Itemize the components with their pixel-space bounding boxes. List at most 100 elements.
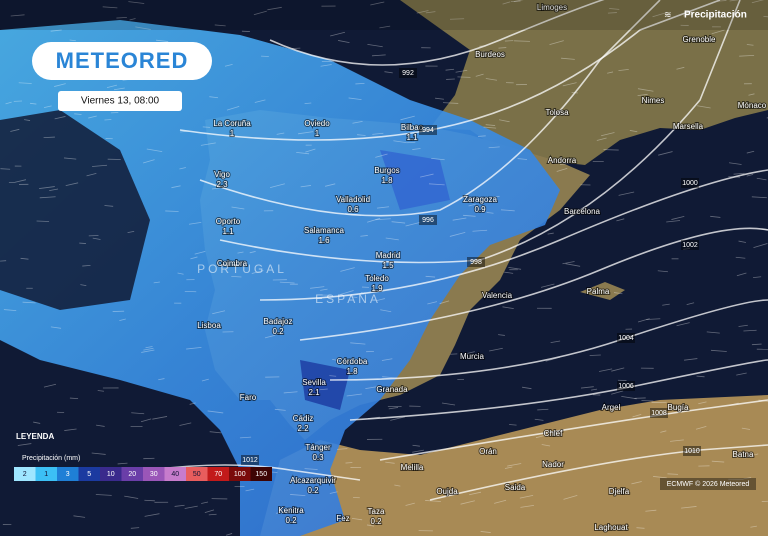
city-name: Oviedo <box>304 119 330 128</box>
credit: ECMWF © 2026 Meteored <box>667 480 750 488</box>
legend-label: 70 <box>214 471 222 478</box>
wind-streak <box>641 400 653 401</box>
place-name: Batna <box>733 450 754 459</box>
wind-streak <box>590 355 601 356</box>
legend-label: 5 <box>87 471 91 478</box>
country-name: ESPAÑA <box>315 292 381 306</box>
date: Viernes 13, 08:00 <box>81 96 160 107</box>
city-value: 1 <box>230 129 235 138</box>
place-name: Nimes <box>642 96 665 105</box>
isobar-label: 1002 <box>682 242 698 249</box>
legend-label: 150 <box>255 471 267 478</box>
place-name: Fez <box>336 514 349 523</box>
place-name: Mónaco <box>738 101 767 110</box>
place-name: Murcia <box>460 352 485 361</box>
wind-streak <box>346 463 353 464</box>
city-name: Tánger <box>305 443 331 452</box>
place-name: Argel <box>602 403 621 412</box>
legend-label: 30 <box>150 471 158 478</box>
place-name: Marsella <box>673 122 704 131</box>
city-value: 2.2 <box>297 424 309 433</box>
city-name: Badajoz <box>264 317 293 326</box>
wind-streak <box>498 48 506 49</box>
place-name: Lisboa <box>197 321 221 330</box>
isobar-label: 1008 <box>651 410 667 417</box>
city-value: 0.2 <box>285 516 297 525</box>
city-value: 1.8 <box>346 367 358 376</box>
place-name: Andorra <box>548 156 577 165</box>
place-name: Bugía <box>668 403 689 412</box>
city-value: 2.3 <box>216 180 228 189</box>
isobar-label: 998 <box>470 259 482 266</box>
wind-streak <box>0 169 10 170</box>
place-name: Chlef <box>544 429 563 438</box>
country-name: PORTUGAL <box>197 262 287 276</box>
isobar-label: 992 <box>402 70 414 77</box>
layer-label: Precipitación <box>684 10 747 21</box>
place-name: Oujda <box>436 487 458 496</box>
legend-label: 20 <box>128 471 136 478</box>
city-name: Taza <box>368 507 385 516</box>
city-name: Salamanca <box>304 226 345 235</box>
legend-label: 50 <box>193 471 201 478</box>
isobar-label: 1000 <box>682 180 698 187</box>
legend-title: LEYENDA <box>16 432 54 441</box>
city-name: Kenitra <box>278 506 304 515</box>
wind-streak <box>144 500 154 501</box>
city-value: 1.8 <box>381 176 393 185</box>
isobar-label: 1006 <box>618 383 634 390</box>
place-name: Saida <box>505 483 526 492</box>
place-name: Laghouat <box>594 523 628 532</box>
city-name: Valladolid <box>336 195 370 204</box>
legend-label: 40 <box>171 471 179 478</box>
place-name: Tolosa <box>545 108 569 117</box>
legend-label: 1 <box>44 471 48 478</box>
place-name: Barcelona <box>564 207 601 216</box>
city-value: 0.3 <box>312 453 324 462</box>
city-value: 1.1 <box>222 227 234 236</box>
logo: METEORED <box>56 48 189 73</box>
legend-label: 2 <box>23 471 27 478</box>
city-name: Sevilla <box>302 378 326 387</box>
wind-streak <box>37 221 49 222</box>
wind-streak <box>79 243 86 244</box>
isobar-label: 1004 <box>618 335 634 342</box>
isobar-label: 1012 <box>242 457 258 464</box>
top-bar <box>0 0 768 30</box>
city-name: Zaragoza <box>463 195 497 204</box>
place-name: Nador <box>542 460 564 469</box>
legend-label: 3 <box>66 471 70 478</box>
city-value: 0.2 <box>272 327 284 336</box>
wind-streak <box>457 77 470 78</box>
place-name: Burdeos <box>475 50 505 59</box>
city-value: 0.2 <box>307 486 319 495</box>
city-name: La Coruña <box>213 119 251 128</box>
city-value: 1.6 <box>318 236 330 245</box>
legend-label: 10 <box>107 471 115 478</box>
city-name: Burgos <box>374 166 399 175</box>
city-value: 0.6 <box>347 205 359 214</box>
wind-streak <box>203 127 210 128</box>
city-name: Oporto <box>216 217 241 226</box>
isobar-label: 1010 <box>684 448 700 455</box>
layer-icon: ≋ <box>664 9 672 19</box>
place-name: Granada <box>376 385 408 394</box>
wind-streak <box>355 83 364 84</box>
city-name: Alcazarquivir <box>290 476 336 485</box>
city-value: 2.1 <box>308 388 320 397</box>
city-value: 1.1 <box>406 133 418 142</box>
city-name: Madrid <box>376 251 400 260</box>
wind-streak <box>514 41 530 42</box>
place-name: Orán <box>479 447 497 456</box>
place-name: Palma <box>587 287 610 296</box>
legend-subtitle: Precipitación (mm) <box>22 455 80 462</box>
wind-streak <box>329 376 336 377</box>
city-value: 1 <box>315 129 320 138</box>
city-name: Vigo <box>214 170 230 179</box>
city-name: Toledo <box>365 274 389 283</box>
city-name: Córdoba <box>337 357 368 366</box>
legend-label: 100 <box>234 471 246 478</box>
isobar-label: 996 <box>422 217 434 224</box>
wind-streak <box>104 119 111 120</box>
